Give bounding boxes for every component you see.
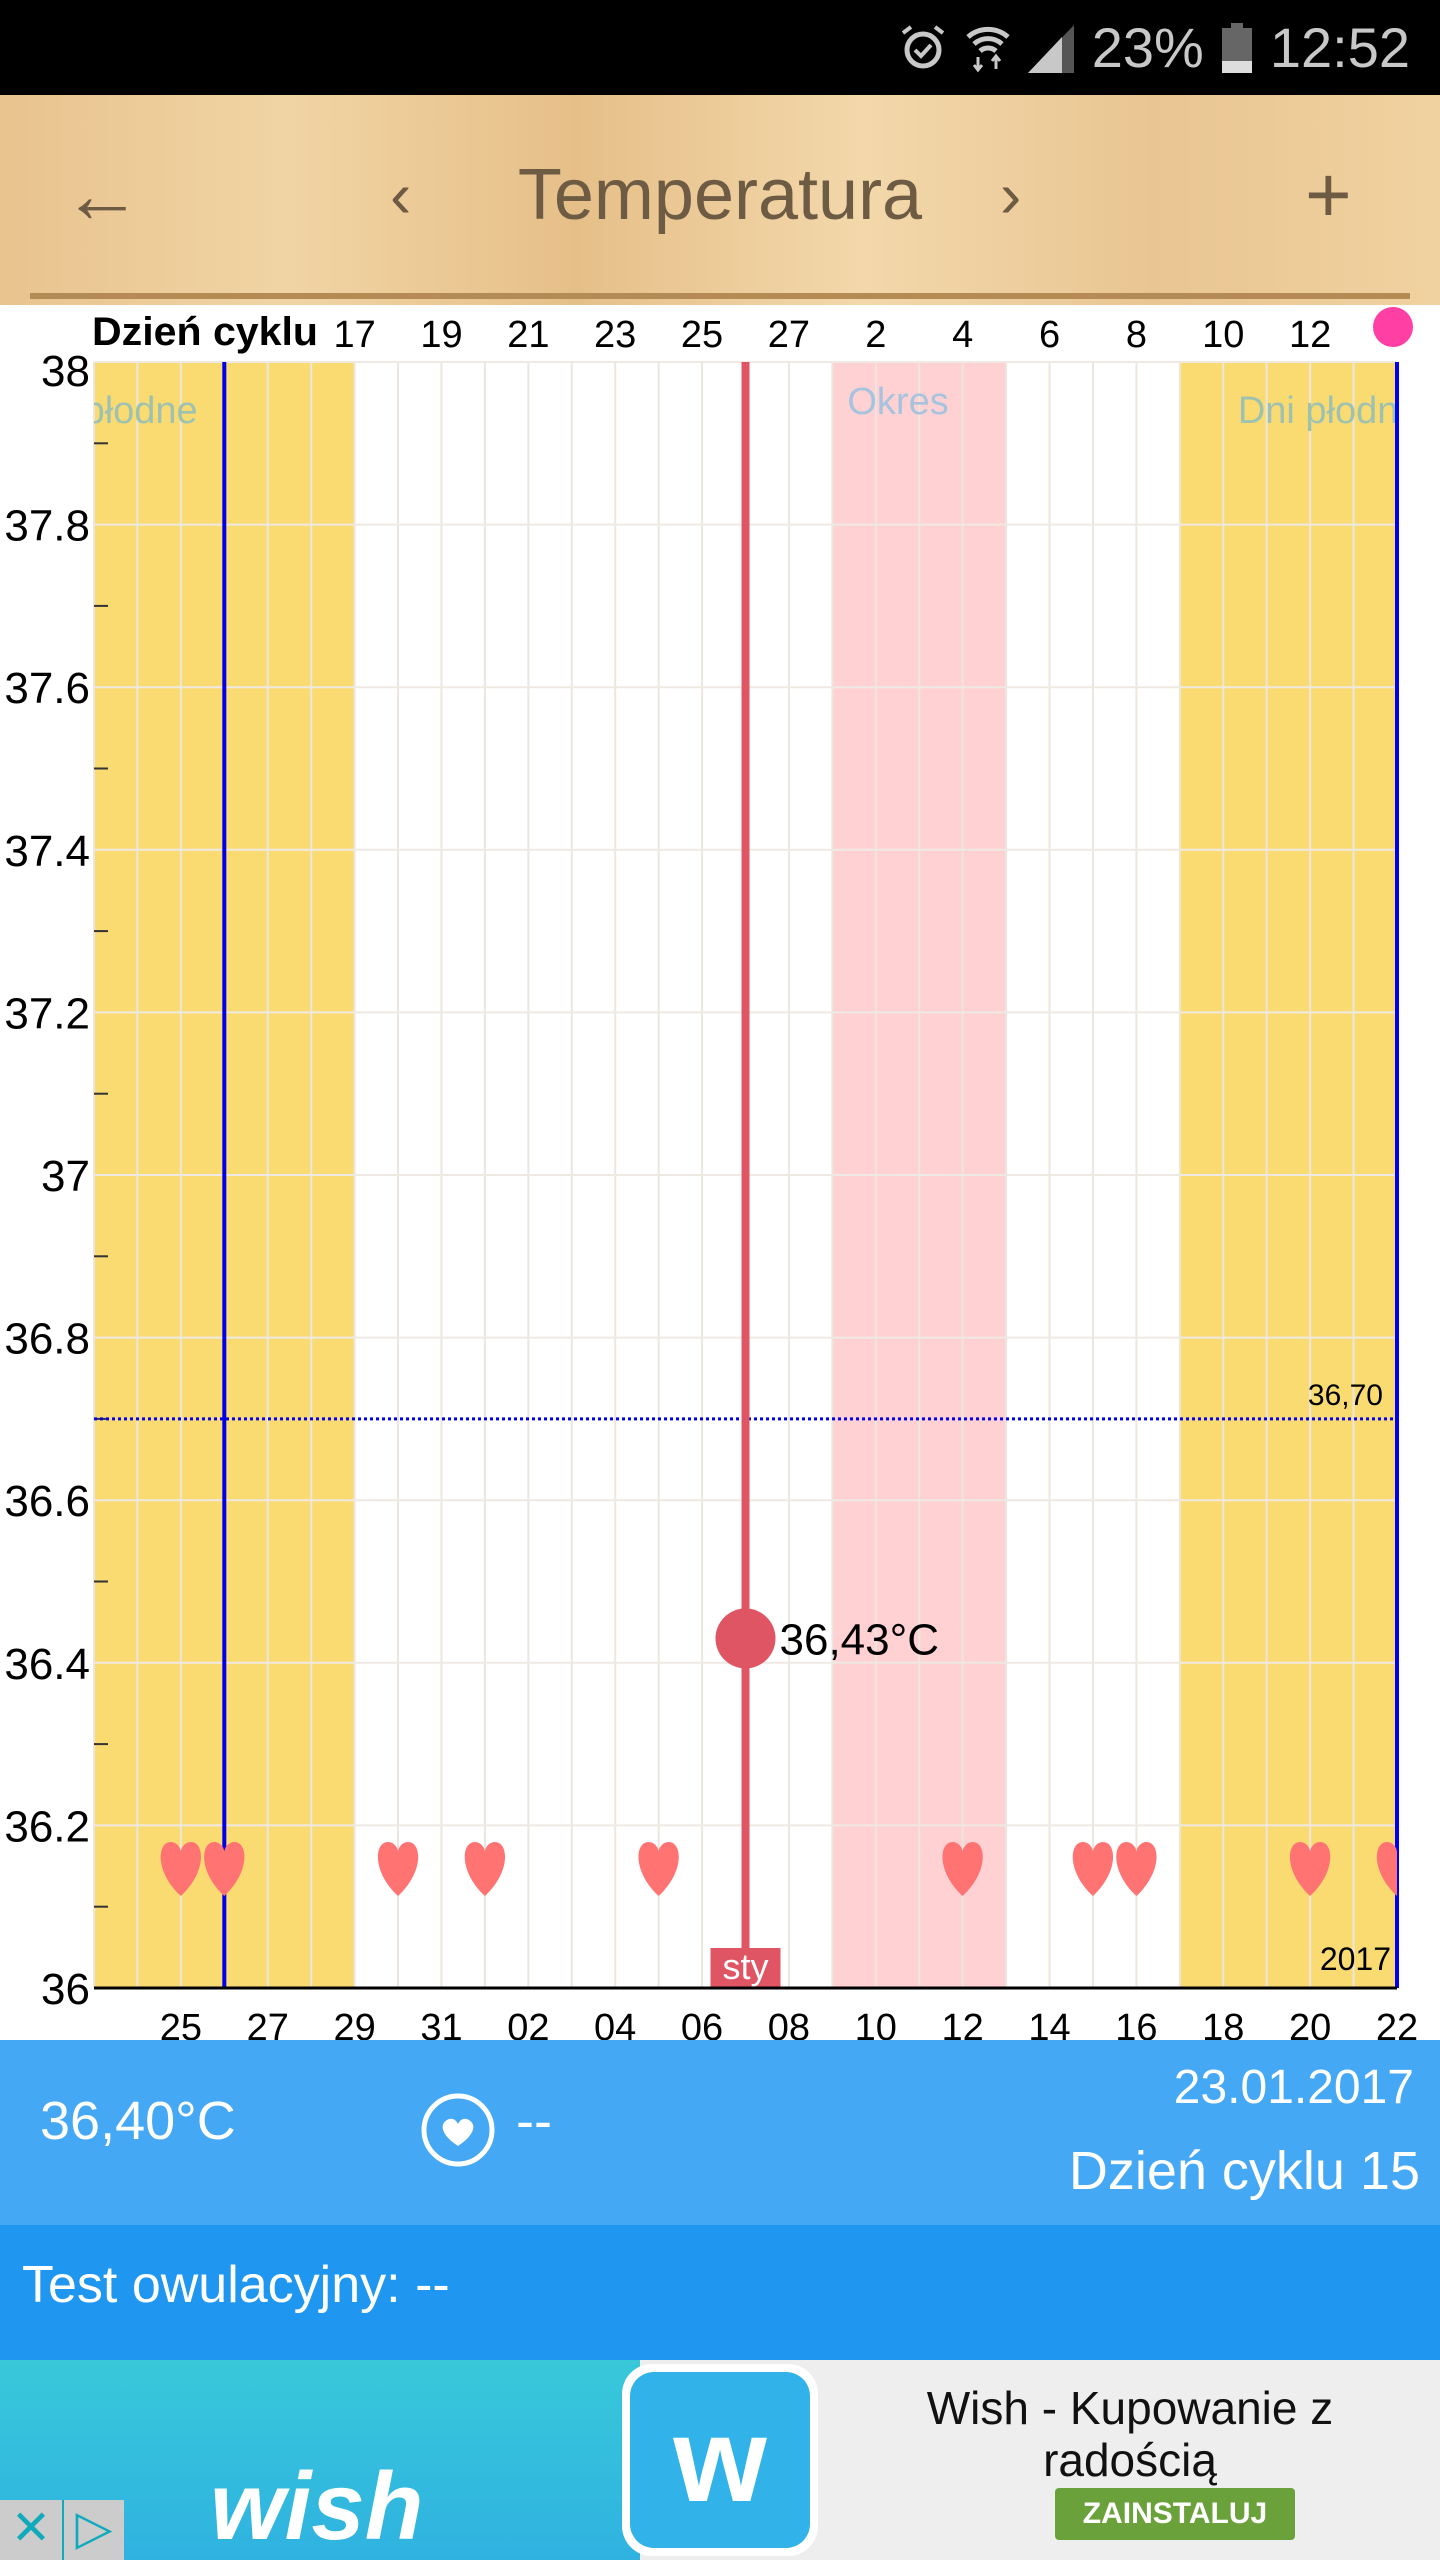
heart-icon [204,1842,245,1897]
cycle-tick-label: 23 [594,314,636,356]
date-label: 23.01.2017 [1173,2061,1414,2114]
ovulation-test-row[interactable]: Test owulacyjny: -- [0,2225,1440,2360]
battery-icon [1221,22,1252,73]
ad-title-line1: Wish - Kupowanie z [926,2382,1334,2434]
install-button[interactable]: ZAINSTALUJ [1055,2488,1295,2540]
date-tick-label: 12 [942,2007,984,2040]
date-tick-label: 16 [1115,2007,1157,2040]
date-tick-label: 22 [1376,2007,1418,2040]
ad-title: Wish - Kupowanie z radością [850,2382,1410,2486]
y-tick-label: 36.2 [4,1802,90,1851]
heart-icon [942,1842,983,1897]
cycle-axis-bg [0,305,1440,360]
heart-icon [1072,1842,1114,1897]
y-tick-label-top: 38 [41,347,90,396]
ad-info-icon[interactable]: ▷ [62,2500,124,2560]
date-tick-label: 08 [768,2007,810,2040]
temperature-value: 36,40°C [40,2091,236,2151]
heart-icon [377,1842,419,1897]
year-label: 2017 [1320,1941,1391,1977]
cycle-tick-label: 4 [952,314,973,356]
ad-banner[interactable]: wish ✕ ▷ w Wish - Kupowanie z radością Z… [0,2360,1440,2560]
header-divider [30,293,1410,299]
date-tick-label: 14 [1028,2007,1070,2040]
cycle-tick-label: 19 [420,314,462,356]
cover-line-label: 36,70 [1308,1379,1383,1412]
cycle-axis-label: Dzień cyklu [92,310,318,354]
date-tick-label: 27 [247,2007,289,2040]
ad-choices[interactable]: ✕ ▷ [0,2500,124,2560]
ad-brand-logo: wish [210,2453,424,2560]
month-label-bg [710,1948,781,1988]
date-tick-label: 04 [594,2007,636,2040]
today-marker-icon [1373,307,1413,347]
heart-icon [1116,1842,1157,1897]
cycle-tick-label: 25 [681,314,723,356]
cycle-day-label: Dzień cyklu 15 [1068,2141,1420,2201]
app-header: ← ‹ Temperatura › + [0,95,1440,305]
temperature-point-label: 36,43°C [780,1615,939,1664]
chevron-left-icon[interactable]: ‹ [390,159,412,231]
cycle-tick-label: 10 [1202,314,1244,356]
date-tick-label: 20 [1289,2007,1331,2040]
y-tick-label: 37.2 [4,989,90,1038]
month-label: sty [722,1946,768,1987]
y-tick-label: 37.8 [4,502,90,551]
close-icon[interactable]: ✕ [10,2502,52,2555]
ad-app-icon[interactable]: w [622,2364,818,2556]
ovulation-test-value: -- [415,2256,450,2314]
cycle-tick-label: 27 [768,314,810,356]
heart-icon [160,1842,202,1897]
temperature-point [715,1608,776,1669]
cycle-tick-label: 8 [1126,314,1147,356]
temperature-chart[interactable]: 37.8 37.6 37.4 37.2 37 36.8 36.6 36.4 36.2 36 Dni … [0,305,1440,2040]
ad-image[interactable]: wish ✕ ▷ [0,2360,640,2560]
heart-icon [1376,1842,1397,1897]
date-tick-label: 18 [1202,2007,1244,2040]
date-tick-label: 29 [333,2007,375,2040]
cycle-tick-label: 12 [1289,314,1331,356]
cycle-tick-label: 2 [865,314,886,356]
cycle-tick-label: 21 [507,314,549,356]
heart-circle-icon[interactable] [420,2092,496,2168]
status-bar: 23% 12:52 [0,0,1440,95]
wifi-icon [966,26,1010,72]
plus-icon[interactable]: + [1305,150,1352,239]
y-tick-label: 37 [41,1152,90,1201]
band-label: Dni płodne [16,390,198,432]
date-tick-label: 10 [855,2007,897,2040]
y-tick-label: 36.4 [4,1640,90,1689]
y-tick-label: 37.6 [4,664,90,713]
heart-icon [1289,1842,1331,1897]
band-label: Okres [847,381,948,423]
signal-icon [1027,24,1074,73]
y-tick-label: 36.8 [4,1315,90,1364]
heart-icon [464,1842,506,1897]
y-tick-label: 36 [41,1965,90,2014]
clock: 12:52 [1269,16,1410,79]
date-tick-label: 06 [681,2007,723,2040]
y-tick-label: 36.6 [4,1477,90,1526]
date-tick-label: 02 [507,2007,549,2040]
band-label: Dni płodne [1238,390,1420,432]
cycle-tick-label: 6 [1039,314,1060,356]
date-tick-label: 25 [160,2007,202,2040]
battery-percent: 23% [1091,16,1204,79]
intercourse-value: -- [516,2091,552,2151]
arrow-left-icon[interactable]: ← [62,150,142,239]
heart-icon [638,1842,679,1897]
ad-title-line2: radością [1043,2434,1217,2486]
alarm-icon [901,24,944,68]
y-tick-label: 37.4 [4,827,90,876]
day-info-panel: 36,40°C -- 23.01.2017 Dzień cyklu 15 [0,2040,1440,2225]
page-title: Temperatura [517,155,923,235]
cycle-tick-label: 17 [333,314,375,356]
ovulation-test-label: Test owulacyjny: [22,2256,401,2314]
date-tick-label: 31 [420,2007,462,2040]
chevron-right-icon[interactable]: › [1000,159,1022,231]
